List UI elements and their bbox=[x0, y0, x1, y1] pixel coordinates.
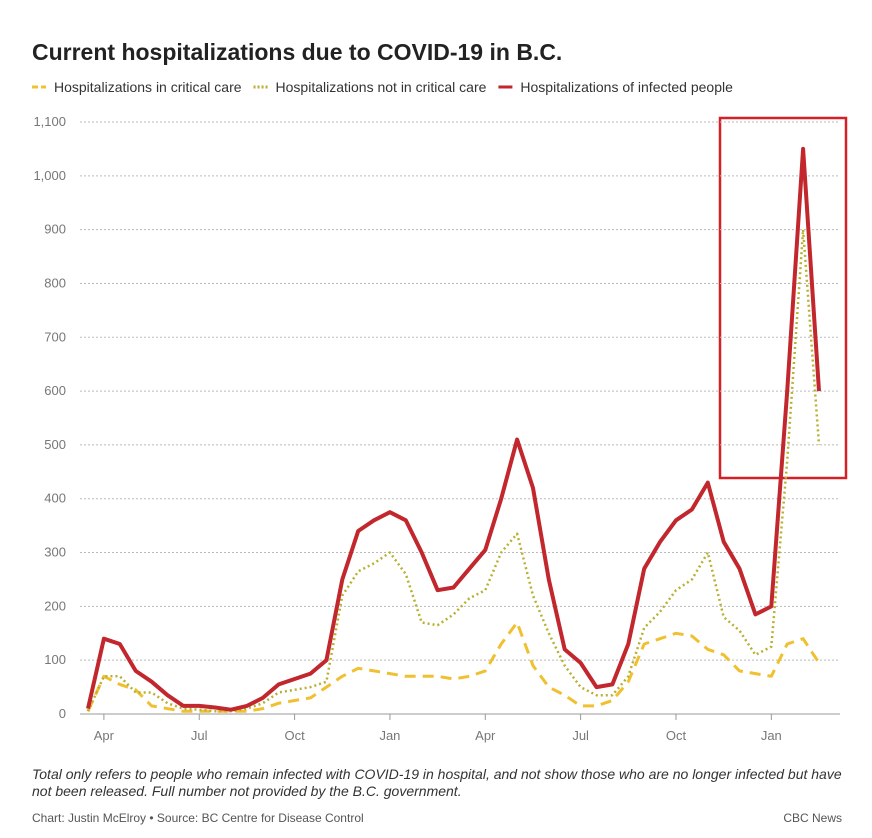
legend-label: Hospitalizations not in critical care bbox=[276, 79, 487, 95]
y-tick-label: 0 bbox=[59, 706, 66, 721]
x-tick-label: Jan bbox=[379, 728, 400, 743]
y-tick-label: 700 bbox=[44, 329, 66, 344]
x-tick-label: Jul bbox=[572, 728, 589, 743]
legend-label: Hospitalizations of infected people bbox=[520, 79, 733, 95]
x-tick-label: Oct bbox=[666, 728, 687, 743]
legend-label: Hospitalizations in critical care bbox=[54, 79, 242, 95]
legend: Hospitalizations in critical care Hospita… bbox=[32, 79, 733, 95]
y-tick-label: 100 bbox=[44, 652, 66, 667]
y-tick-label: 400 bbox=[44, 491, 66, 506]
chart-title: Current hospitalizations due to COVID-19… bbox=[32, 39, 562, 65]
y-tick-label: 1,100 bbox=[33, 114, 66, 129]
publisher: CBC News bbox=[783, 811, 842, 825]
y-tick-label: 200 bbox=[44, 598, 66, 613]
y-tick-label: 800 bbox=[44, 275, 66, 290]
x-tick-label: Oct bbox=[284, 728, 305, 743]
y-tick-label: 300 bbox=[44, 545, 66, 560]
note: Total only refers to people who remain i… bbox=[32, 766, 842, 799]
y-tick-label: 1,000 bbox=[33, 168, 66, 183]
series-line bbox=[86, 621, 821, 713]
y-tick-label: 500 bbox=[44, 437, 66, 452]
series-line bbox=[86, 228, 821, 713]
credit: Chart: Justin McElroy • Source: BC Centr… bbox=[32, 811, 364, 825]
x-tick-label: Jul bbox=[191, 728, 208, 743]
x-tick-label: Jan bbox=[761, 728, 782, 743]
x-tick-label: Apr bbox=[94, 728, 115, 743]
y-tick-label: 600 bbox=[44, 383, 66, 398]
note-box: Total only refers to people who remain i… bbox=[32, 766, 842, 799]
y-tick-label: 900 bbox=[44, 222, 66, 237]
series-line bbox=[86, 146, 821, 712]
x-tick-label: Apr bbox=[475, 728, 496, 743]
highlight-box bbox=[718, 116, 848, 480]
